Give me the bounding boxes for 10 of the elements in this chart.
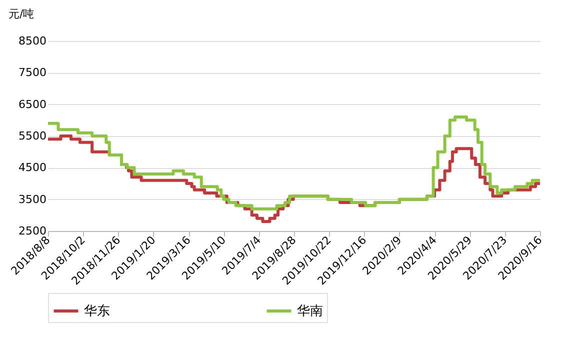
y-tick-label: 2500 bbox=[18, 224, 46, 238]
y-tick-label: 8500 bbox=[18, 34, 46, 48]
legend-label: 华东 bbox=[84, 304, 110, 319]
y-tick-label: 4500 bbox=[18, 161, 46, 174]
y-tick-label: 3500 bbox=[18, 192, 46, 206]
y-tick-label: 7500 bbox=[18, 66, 46, 80]
y-tick-label: 5500 bbox=[18, 130, 46, 142]
y-axis-title: 元/吨 bbox=[8, 8, 34, 20]
y-tick-label: 6500 bbox=[18, 98, 46, 111]
legend-label: 华南 bbox=[297, 304, 323, 319]
